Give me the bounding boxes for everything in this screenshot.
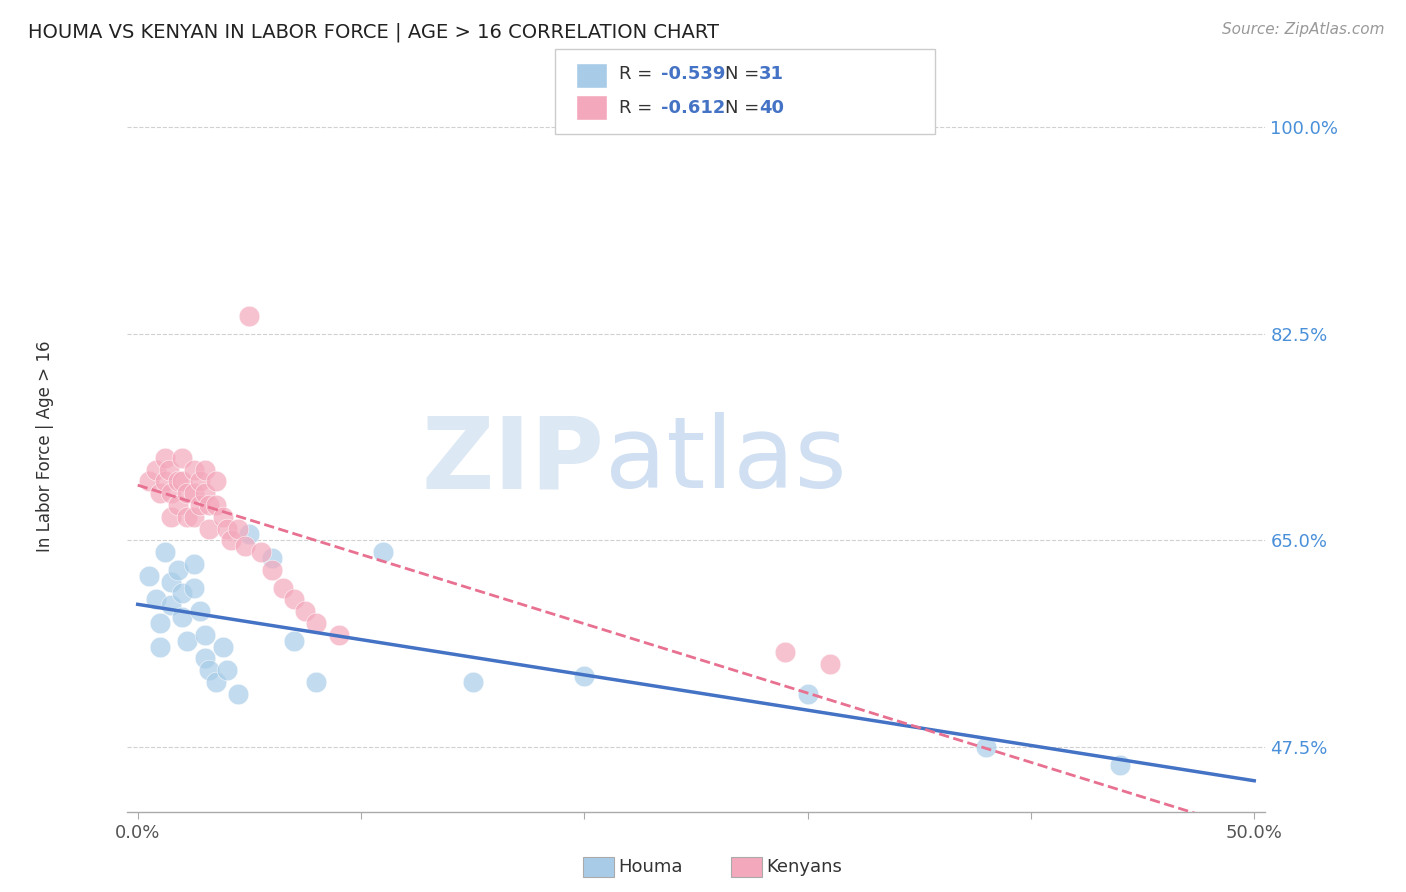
Point xyxy=(188,498,211,512)
Point xyxy=(160,574,183,589)
Point xyxy=(215,663,238,677)
Point xyxy=(153,545,176,559)
Text: -0.539: -0.539 xyxy=(661,65,725,83)
Text: N =: N = xyxy=(725,99,765,117)
Text: Source: ZipAtlas.com: Source: ZipAtlas.com xyxy=(1222,22,1385,37)
Point xyxy=(176,509,198,524)
Point xyxy=(183,486,205,500)
Text: R =: R = xyxy=(619,99,658,117)
Point xyxy=(205,498,228,512)
Point xyxy=(160,486,183,500)
Point xyxy=(221,533,243,548)
Point xyxy=(194,462,217,476)
Point xyxy=(775,645,797,659)
Text: Houma: Houma xyxy=(619,858,683,876)
Text: In Labor Force | Age > 16: In Labor Force | Age > 16 xyxy=(37,340,53,552)
Point xyxy=(149,615,172,630)
Point xyxy=(138,475,160,489)
Point xyxy=(238,527,260,541)
Point xyxy=(194,486,217,500)
Point xyxy=(238,310,260,324)
Point xyxy=(172,475,194,489)
Text: ZIP: ZIP xyxy=(422,412,605,509)
Point xyxy=(160,599,183,613)
Point xyxy=(974,739,997,754)
Point xyxy=(172,450,194,465)
Point xyxy=(211,640,233,654)
Point xyxy=(198,522,221,536)
Point xyxy=(138,568,160,582)
Point xyxy=(188,475,211,489)
Point xyxy=(176,486,198,500)
Point xyxy=(260,563,283,577)
Point xyxy=(172,610,194,624)
Text: R =: R = xyxy=(619,65,658,83)
Point xyxy=(260,551,283,566)
Text: Kenyans: Kenyans xyxy=(766,858,842,876)
Text: HOUMA VS KENYAN IN LABOR FORCE | AGE > 16 CORRELATION CHART: HOUMA VS KENYAN IN LABOR FORCE | AGE > 1… xyxy=(28,22,718,42)
Point xyxy=(461,675,484,690)
Point xyxy=(198,663,221,677)
Point xyxy=(194,628,217,642)
Point xyxy=(305,615,328,630)
Point xyxy=(233,539,256,553)
Point xyxy=(167,475,190,489)
Point xyxy=(167,563,190,577)
Point xyxy=(188,604,211,618)
Point xyxy=(183,509,205,524)
Point xyxy=(149,486,172,500)
Point xyxy=(271,581,294,595)
Point xyxy=(1109,757,1132,772)
Point xyxy=(574,669,596,683)
Point xyxy=(283,592,305,607)
Point xyxy=(328,628,350,642)
Point xyxy=(176,633,198,648)
Point xyxy=(226,687,249,701)
Point xyxy=(153,450,176,465)
Point xyxy=(205,475,228,489)
Point xyxy=(172,586,194,600)
Point xyxy=(183,557,205,571)
Point xyxy=(211,509,233,524)
Point xyxy=(283,633,305,648)
Text: N =: N = xyxy=(725,65,765,83)
Point xyxy=(198,498,221,512)
Point xyxy=(373,545,395,559)
Point xyxy=(194,651,217,665)
Point xyxy=(249,545,271,559)
Point xyxy=(149,640,172,654)
Point xyxy=(305,675,328,690)
Text: 40: 40 xyxy=(759,99,785,117)
Point xyxy=(183,581,205,595)
Point xyxy=(160,509,183,524)
Point xyxy=(818,657,841,672)
Point xyxy=(294,604,316,618)
Point xyxy=(145,592,167,607)
Point xyxy=(157,462,180,476)
Point xyxy=(153,475,176,489)
Point xyxy=(796,687,818,701)
Point xyxy=(167,498,190,512)
Text: 31: 31 xyxy=(759,65,785,83)
Text: atlas: atlas xyxy=(605,412,846,509)
Point xyxy=(205,675,228,690)
Point xyxy=(183,462,205,476)
Text: -0.612: -0.612 xyxy=(661,99,725,117)
Point xyxy=(145,462,167,476)
Point xyxy=(226,522,249,536)
Point xyxy=(215,522,238,536)
